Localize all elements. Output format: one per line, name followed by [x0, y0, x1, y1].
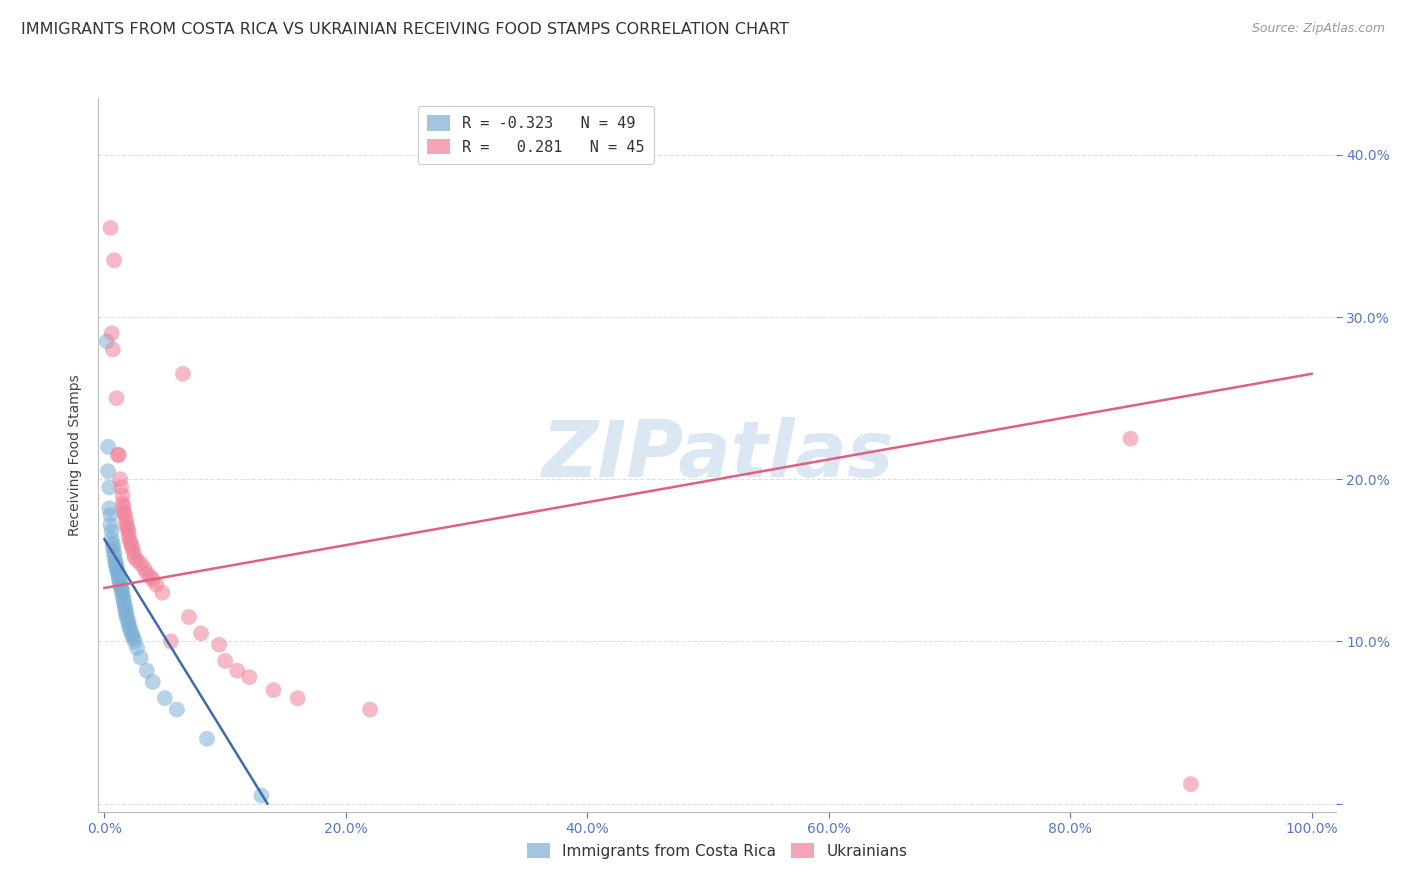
Point	[135, 664, 157, 678]
Point	[100, 524, 122, 538]
Point	[115, 605, 138, 619]
Point	[97, 440, 120, 454]
Point	[110, 582, 132, 597]
Point	[107, 566, 129, 581]
Text: IMMIGRANTS FROM COSTA RICA VS UKRAINIAN RECEIVING FOOD STAMPS CORRELATION CHART: IMMIGRANTS FROM COSTA RICA VS UKRAINIAN …	[21, 22, 789, 37]
Point	[101, 541, 124, 555]
Point	[112, 500, 135, 514]
Point	[108, 569, 131, 583]
Point	[114, 602, 136, 616]
Point	[117, 529, 139, 543]
Point	[108, 472, 131, 486]
Point	[111, 586, 134, 600]
Point	[122, 545, 145, 559]
Point	[238, 670, 260, 684]
Point	[118, 533, 141, 548]
Point	[134, 561, 156, 575]
Point	[117, 524, 139, 538]
Point	[103, 545, 125, 559]
Point	[111, 497, 134, 511]
Point	[114, 508, 136, 522]
Point	[117, 615, 139, 629]
Point	[100, 508, 122, 522]
Point	[110, 581, 132, 595]
Point	[107, 448, 129, 462]
Point	[100, 220, 122, 235]
Point	[122, 631, 145, 645]
Point	[287, 691, 309, 706]
Point	[142, 573, 165, 587]
Point	[1119, 432, 1142, 446]
Point	[103, 253, 125, 268]
Point	[105, 391, 128, 405]
Point	[226, 664, 249, 678]
Point	[108, 577, 131, 591]
Point	[108, 448, 131, 462]
Point	[121, 541, 143, 555]
Point	[142, 675, 165, 690]
Point	[104, 557, 127, 571]
Point	[112, 592, 135, 607]
Point	[98, 501, 121, 516]
Point	[104, 553, 127, 567]
Point	[115, 608, 138, 623]
Point	[120, 537, 142, 551]
Point	[125, 640, 148, 655]
Point	[208, 638, 231, 652]
Point	[107, 565, 129, 579]
Point	[160, 634, 183, 648]
Point	[110, 480, 132, 494]
Point	[124, 634, 146, 648]
Text: Source: ZipAtlas.com: Source: ZipAtlas.com	[1251, 22, 1385, 36]
Point	[105, 561, 128, 575]
Point	[103, 549, 125, 563]
Point	[359, 702, 381, 716]
Point	[115, 517, 138, 532]
Point	[108, 574, 131, 589]
Point	[114, 599, 136, 613]
Point	[172, 367, 194, 381]
Point	[108, 573, 131, 587]
Point	[112, 595, 135, 609]
Point	[96, 334, 118, 349]
Point	[139, 569, 162, 583]
Text: ZIPatlas: ZIPatlas	[541, 417, 893, 493]
Point	[195, 731, 218, 746]
Point	[112, 505, 135, 519]
Point	[129, 650, 152, 665]
Point	[166, 702, 188, 716]
Point	[100, 533, 122, 547]
Point	[1180, 777, 1202, 791]
Point	[250, 789, 273, 803]
Point	[111, 488, 134, 502]
Y-axis label: Receiving Food Stamps: Receiving Food Stamps	[69, 374, 83, 536]
Point	[190, 626, 212, 640]
Point	[124, 550, 146, 565]
Point	[214, 654, 236, 668]
Point	[111, 589, 134, 603]
Point	[117, 612, 139, 626]
Point	[153, 691, 176, 706]
Point	[105, 558, 128, 573]
Point	[152, 586, 174, 600]
Point	[135, 566, 157, 581]
Point	[129, 557, 152, 571]
Point	[262, 683, 284, 698]
Point	[177, 610, 200, 624]
Point	[120, 624, 142, 639]
Point	[145, 577, 167, 591]
Point	[115, 513, 138, 527]
Point	[101, 343, 124, 357]
Point	[117, 618, 139, 632]
Point	[125, 553, 148, 567]
Point	[97, 464, 120, 478]
Point	[118, 622, 141, 636]
Point	[100, 326, 122, 341]
Point	[117, 521, 139, 535]
Point	[101, 537, 124, 551]
Point	[100, 517, 122, 532]
Legend: Immigrants from Costa Rica, Ukrainians: Immigrants from Costa Rica, Ukrainians	[520, 837, 914, 864]
Point	[121, 628, 143, 642]
Point	[98, 480, 121, 494]
